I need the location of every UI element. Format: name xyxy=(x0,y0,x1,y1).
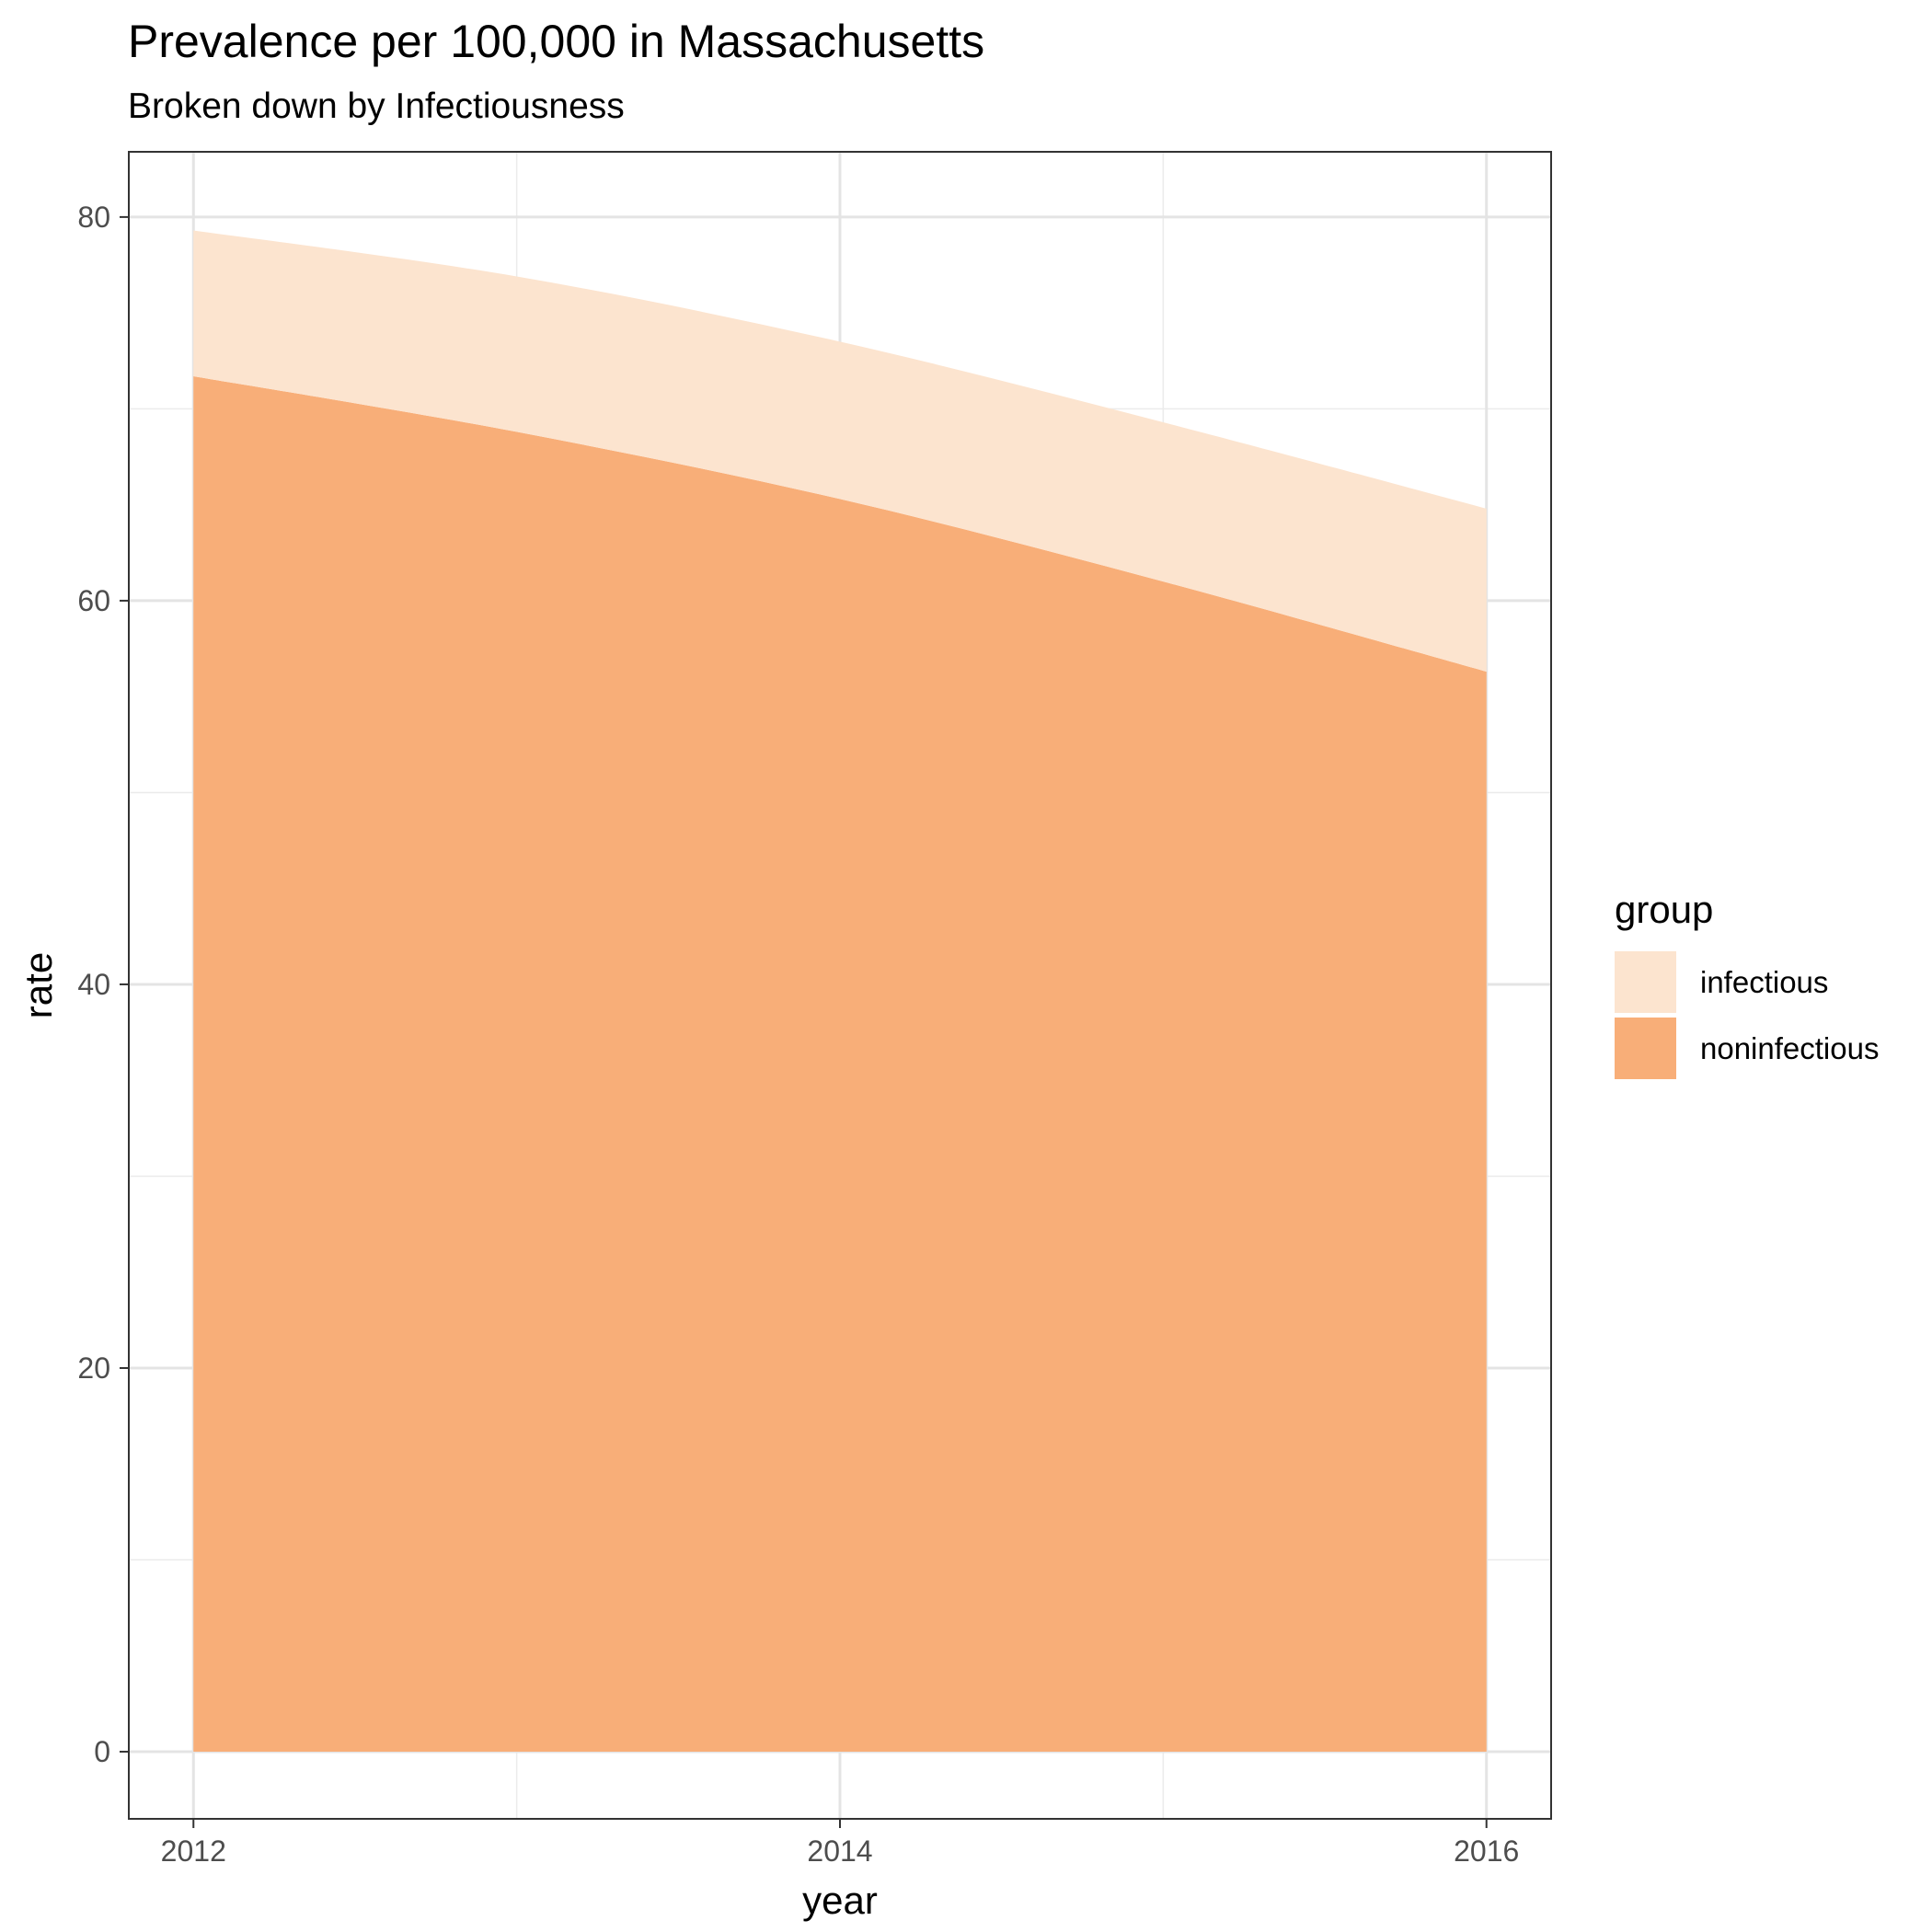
y-tick-label: 40 xyxy=(77,968,110,1001)
x-tick-label: 2016 xyxy=(1454,1834,1519,1868)
y-tick-label: 0 xyxy=(94,1735,110,1768)
area-series xyxy=(193,230,1487,1753)
y-tick-label: 80 xyxy=(77,201,110,234)
legend: group infectious noninfectious xyxy=(1615,888,1879,1079)
chart-subtitle: Broken down by Infectiousness xyxy=(128,86,625,126)
legend-label-infectious: infectious xyxy=(1700,965,1828,999)
area-infectious xyxy=(193,230,1487,673)
legend-items: infectious noninfectious xyxy=(1615,951,1879,1079)
axes: 0 20 40 60 80 2012 2014 2016 xyxy=(77,201,1519,1868)
y-axis-title: rate xyxy=(17,952,60,1018)
legend-label-noninfectious: noninfectious xyxy=(1700,1031,1879,1065)
x-tick-label: 2012 xyxy=(161,1834,226,1868)
x-axis-title: year xyxy=(802,1879,878,1922)
chart-title: Prevalence per 100,000 in Massachusetts xyxy=(128,16,984,67)
x-tick-label: 2014 xyxy=(807,1834,872,1868)
area-noninfectious xyxy=(193,375,1487,1753)
y-tick-label: 60 xyxy=(77,584,110,617)
legend-title: group xyxy=(1615,888,1713,931)
y-tick-label: 20 xyxy=(77,1351,110,1385)
legend-key-noninfectious xyxy=(1615,1018,1676,1079)
legend-key-infectious xyxy=(1615,951,1676,1013)
